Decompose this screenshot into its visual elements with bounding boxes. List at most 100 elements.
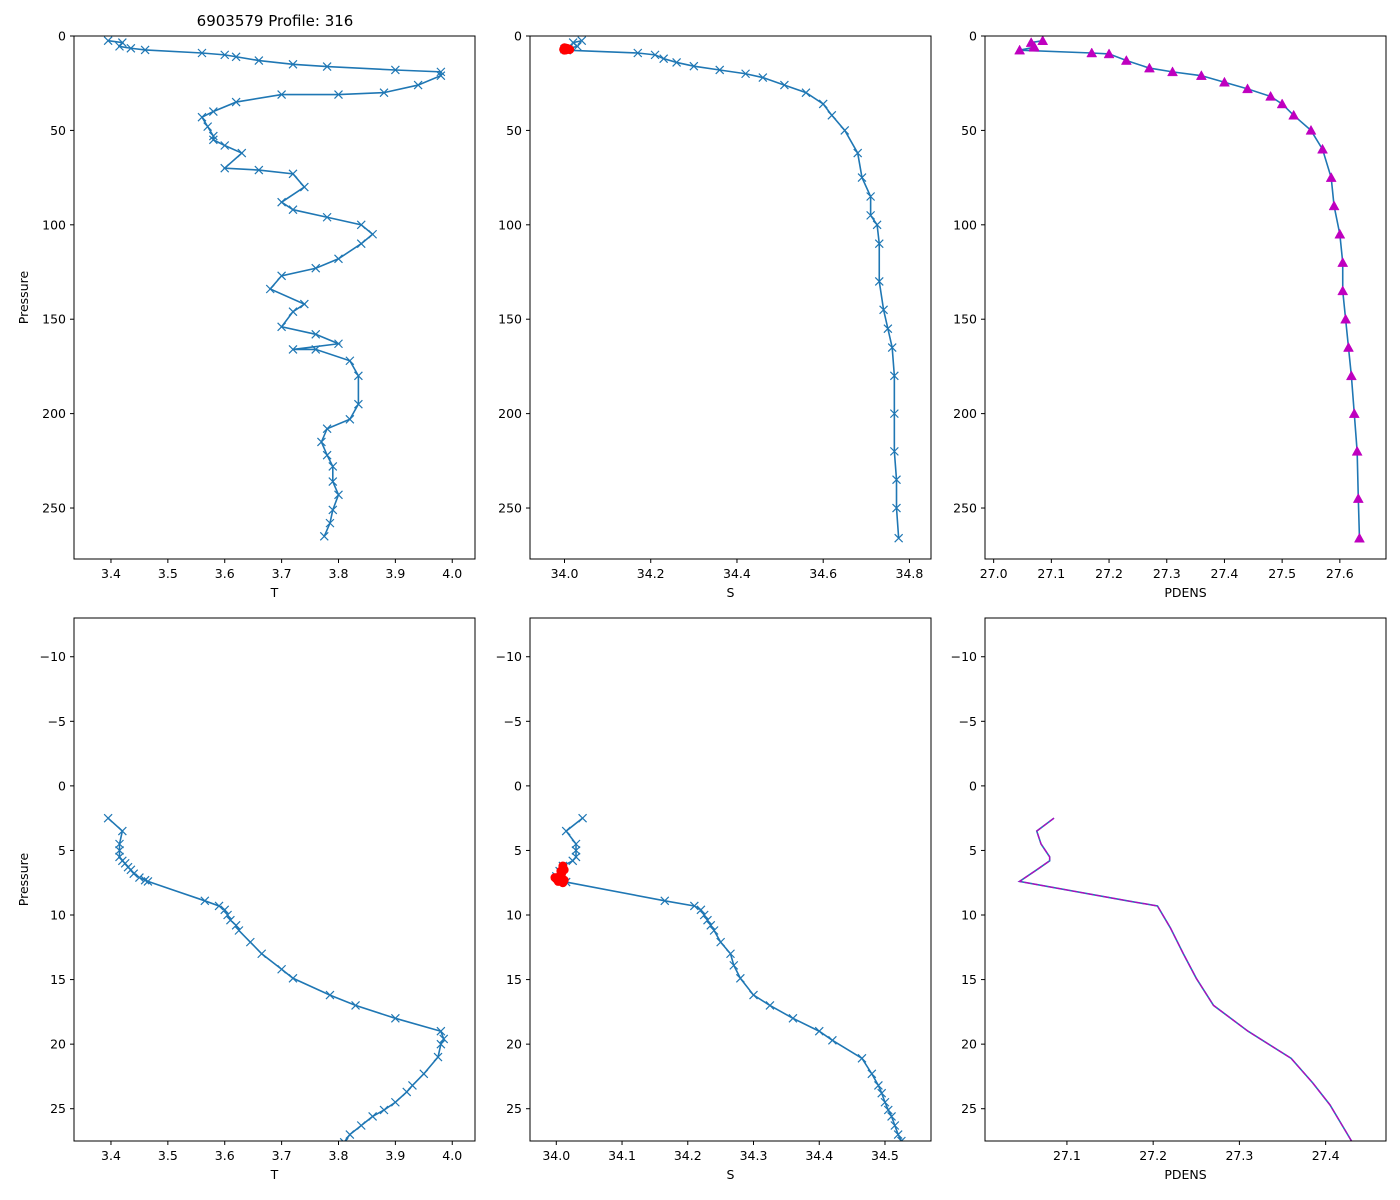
data-point xyxy=(237,148,247,158)
y-tick-label: 0 xyxy=(514,29,522,44)
y-tick-label: 5 xyxy=(58,843,66,858)
data-point xyxy=(288,59,298,69)
y-tick-label: 50 xyxy=(506,123,522,138)
data-point xyxy=(208,131,218,141)
data-point xyxy=(1328,200,1340,211)
data-point xyxy=(879,305,888,315)
flagged-point xyxy=(562,43,572,53)
data-point xyxy=(1014,44,1026,55)
data-point xyxy=(873,1081,883,1090)
data-point xyxy=(356,1121,366,1130)
data-point xyxy=(1337,285,1349,296)
flagged-point xyxy=(550,873,560,883)
data-point xyxy=(115,839,124,849)
x-tick-label: 4.0 xyxy=(442,1148,462,1163)
data-point xyxy=(726,949,735,959)
x-tick-label: 3.7 xyxy=(272,1148,292,1163)
data-point xyxy=(140,45,150,55)
y-tick-label: 20 xyxy=(961,1037,977,1052)
x-tick-label: 27.3 xyxy=(1153,566,1181,581)
data-point xyxy=(1167,66,1178,77)
data-point xyxy=(214,901,224,911)
data-point xyxy=(197,112,207,122)
x-axis-label: T xyxy=(270,1167,279,1182)
data-point xyxy=(818,99,828,109)
series-line-pdens xyxy=(1017,817,1353,1141)
data-point xyxy=(1337,257,1349,267)
data-point xyxy=(1348,408,1360,418)
data-point xyxy=(866,192,876,201)
y-tick-label: −5 xyxy=(504,714,522,729)
data-point xyxy=(328,462,338,471)
data-point xyxy=(874,277,884,286)
x-tick-label: 27.1 xyxy=(1037,566,1065,581)
x-tick-label: 3.5 xyxy=(158,1148,178,1163)
data-point xyxy=(758,73,768,82)
data-point xyxy=(696,905,706,915)
data-point xyxy=(867,1069,877,1079)
x-tick-label: 34.2 xyxy=(637,566,665,581)
plot-area xyxy=(1014,36,1365,543)
data-point xyxy=(1195,70,1207,80)
y-tick-label: −5 xyxy=(959,714,977,729)
data-point xyxy=(1265,90,1277,101)
data-point xyxy=(231,920,241,930)
x-tick-label: 4.0 xyxy=(442,566,462,581)
data-point xyxy=(880,1097,890,1107)
data-point xyxy=(706,920,716,930)
y-tick-label: 100 xyxy=(42,217,66,232)
data-point xyxy=(288,344,298,354)
data-point xyxy=(735,973,745,983)
data-point xyxy=(650,50,660,60)
y-axis-label: Pressure xyxy=(16,853,31,907)
data-point xyxy=(1103,48,1115,59)
data-point xyxy=(894,533,904,543)
x-tick-label: 34.0 xyxy=(542,1148,570,1163)
data-point xyxy=(571,839,581,849)
data-point xyxy=(117,826,127,836)
data-point xyxy=(265,284,275,294)
plot-area xyxy=(103,36,446,541)
data-point xyxy=(115,41,124,51)
x-tick-label: 27.6 xyxy=(1326,566,1354,581)
data-point xyxy=(402,1087,412,1097)
y-tick-label: −10 xyxy=(496,649,522,664)
y-tick-label: 0 xyxy=(514,778,522,793)
data-point xyxy=(716,937,726,947)
data-point xyxy=(322,450,332,460)
data-point xyxy=(143,877,153,886)
data-point xyxy=(892,503,901,513)
y-tick-label: 250 xyxy=(42,501,66,516)
plot-frame xyxy=(984,617,1387,1142)
y-axis-label: Pressure xyxy=(16,271,31,325)
data-point xyxy=(231,52,241,62)
x-tick-label: 34.2 xyxy=(674,1148,702,1163)
plot-frame xyxy=(73,617,476,1142)
x-tick-label: 3.9 xyxy=(385,566,405,581)
data-point xyxy=(1325,172,1337,182)
data-point xyxy=(1334,228,1346,239)
x-axis-label: PDENS xyxy=(1164,585,1206,600)
data-point xyxy=(1144,62,1155,73)
data-point xyxy=(254,56,264,65)
data-point xyxy=(578,813,588,823)
y-tick-label: 0 xyxy=(969,778,977,793)
data-point xyxy=(345,1130,355,1139)
data-point xyxy=(356,220,366,230)
data-point xyxy=(1120,55,1132,65)
data-point xyxy=(129,869,139,879)
data-point xyxy=(436,1039,446,1049)
y-tick-label: 10 xyxy=(50,908,66,923)
data-point xyxy=(200,896,210,906)
x-axis-label: S xyxy=(727,585,735,600)
data-point xyxy=(866,210,876,220)
data-point xyxy=(703,915,712,925)
data-point xyxy=(328,477,338,487)
data-point xyxy=(436,1026,446,1036)
data-point xyxy=(877,1088,887,1098)
plot-bottom-density: 27.1 27.2 27.3 27.4 −10 −5 0 5 10 15 20 25 PDENS xyxy=(951,617,1387,1182)
data-point xyxy=(779,80,789,90)
data-point xyxy=(827,110,837,120)
x-tick-label: 3.8 xyxy=(329,1148,349,1163)
y-tick-label: 15 xyxy=(961,972,977,987)
